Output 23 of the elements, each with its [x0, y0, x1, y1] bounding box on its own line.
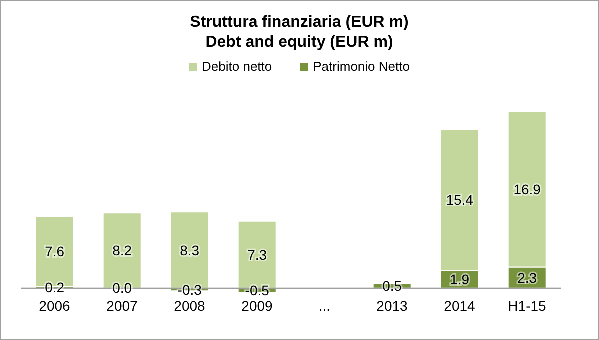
x-tick-label: 2008 [174, 298, 206, 314]
data-label: -0.3 [178, 282, 202, 298]
data-label: 0.2 [45, 279, 65, 296]
data-label: 8.2 [112, 242, 132, 259]
chart-title: Struttura finanziaria (EUR m) [189, 13, 410, 33]
x-tick-label: H1-15 [508, 298, 547, 314]
data-label: 7.3 [248, 246, 268, 263]
data-label: 0.0 [112, 280, 132, 296]
x-tick-label: 2006 [39, 298, 71, 314]
x-tick-label: 2009 [242, 298, 274, 314]
data-label: 7.6 [45, 244, 65, 260]
data-label: 16.9 [514, 182, 542, 198]
data-label: 8.3 [180, 242, 200, 258]
data-label: 2.3 [518, 270, 538, 286]
x-tick-label: 2014 [444, 298, 476, 314]
legend-label: Patrimonio Netto [312, 59, 410, 74]
x-tick-label: ... [318, 298, 331, 314]
data-label: 15.4 [446, 192, 474, 208]
legend-label: Debito netto [201, 59, 272, 74]
data-label: 1.9 [450, 272, 470, 288]
chart-subtitle: Debt and equity (EUR m) [204, 33, 394, 53]
x-tick-label: 2013 [376, 298, 408, 314]
x-tick-label: 2007 [106, 298, 138, 314]
